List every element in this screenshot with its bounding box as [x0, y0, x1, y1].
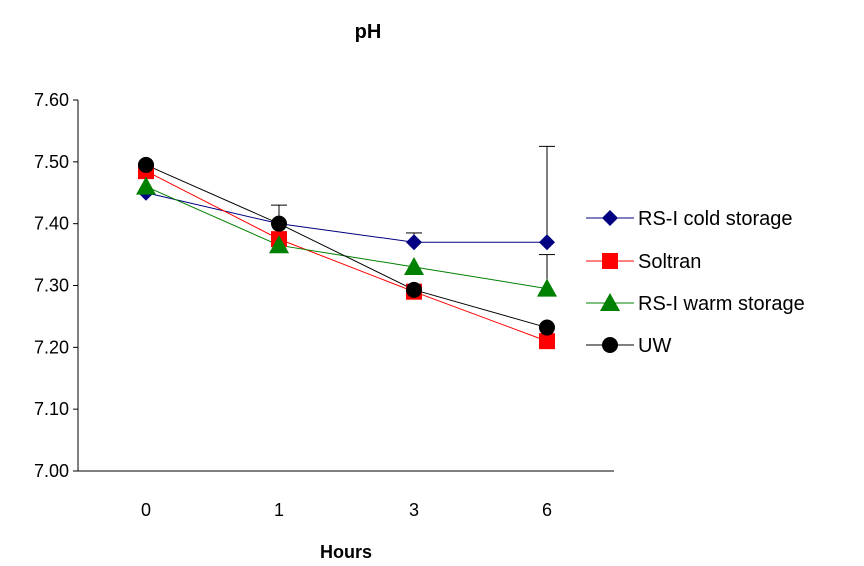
series-uw [145, 164, 548, 329]
marker-triangle [269, 235, 289, 254]
series-line [145, 192, 547, 243]
marker-triangle [600, 293, 620, 311]
series-line [145, 186, 548, 290]
y-tick-label: 7.30 [34, 276, 69, 296]
series-rs-i-warm-storage [145, 186, 555, 290]
x-tick-label: 1 [274, 500, 284, 520]
legend-item: UW [586, 335, 671, 357]
marker-circle [539, 319, 555, 336]
legend-label: RS-I cold storage [638, 208, 793, 230]
chart-title: pH [355, 21, 382, 43]
series-soltran [145, 170, 548, 342]
legend-item: RS-I warm storage [586, 293, 805, 315]
marker-triangle [136, 176, 156, 195]
marker-circle [138, 156, 154, 173]
legend-label: UW [638, 335, 671, 357]
marker-circle [406, 281, 422, 298]
legend-item: RS-I cold storage [586, 208, 793, 230]
marker-diamond [406, 234, 422, 251]
marker-diamond [539, 234, 555, 251]
series-rs-i-cold-storage [145, 145, 555, 243]
series-markers [138, 184, 555, 251]
y-tick-label: 7.60 [34, 90, 69, 110]
y-tick-label: 7.00 [34, 461, 69, 481]
legend-item: Soltran [586, 251, 701, 273]
series-group [136, 145, 557, 350]
legend-label: RS-I warm storage [638, 293, 805, 315]
series-line [145, 170, 548, 342]
y-tick-label: 7.10 [34, 399, 69, 419]
y-ticks: 7.00 7.10 7.20 7.30 7.40 7.50 7.60 [34, 90, 78, 481]
x-tick-label: 3 [409, 500, 419, 520]
series-markers [136, 176, 557, 297]
series-line [145, 164, 548, 329]
y-tick-label: 7.50 [34, 152, 69, 172]
marker-diamond [602, 210, 618, 226]
y-tick-label: 7.20 [34, 337, 69, 357]
y-tick-label: 7.40 [34, 214, 69, 234]
marker-circle [271, 215, 287, 232]
marker-circle [602, 337, 618, 353]
legend: RS-I cold storage Soltran RS-I warm storag… [586, 208, 805, 357]
x-axis-label: Hours [320, 542, 372, 562]
legend-label: Soltran [638, 251, 701, 273]
marker-triangle [537, 278, 557, 297]
series-markers [138, 156, 555, 336]
plot-area [77, 100, 614, 472]
marker-triangle [404, 256, 424, 275]
x-tick-label: 6 [542, 500, 552, 520]
x-ticks: 0 1 3 6 [141, 500, 552, 520]
marker-square [539, 333, 555, 350]
marker-square [602, 253, 618, 269]
x-tick-label: 0 [141, 500, 151, 520]
